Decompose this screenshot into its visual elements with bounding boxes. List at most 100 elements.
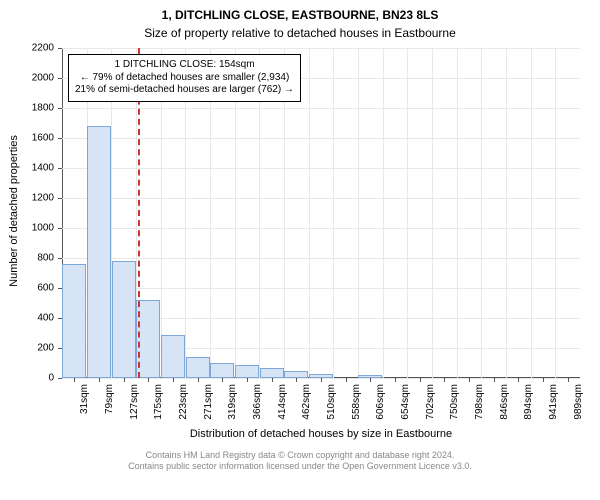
y-tick-label: 1600 bbox=[0, 133, 54, 144]
grid-v bbox=[555, 48, 556, 378]
y-tick-mark bbox=[58, 78, 62, 79]
histogram-bar bbox=[161, 335, 185, 379]
histogram-bar bbox=[62, 264, 86, 378]
grid-v bbox=[309, 48, 310, 378]
footer-line2: Contains public sector information licen… bbox=[128, 461, 472, 471]
y-axis-label: Number of detached properties bbox=[8, 46, 20, 376]
grid-h bbox=[62, 198, 580, 199]
x-tick-label: 846sqm bbox=[499, 384, 510, 424]
x-tick-label: 175sqm bbox=[153, 384, 164, 424]
x-tick-label: 462sqm bbox=[301, 384, 312, 424]
x-tick-mark bbox=[395, 378, 396, 382]
x-tick-mark bbox=[346, 378, 347, 382]
y-tick-label: 0 bbox=[0, 373, 54, 384]
x-tick-mark bbox=[296, 378, 297, 382]
annotation-line: 1 DITCHLING CLOSE: 154sqm bbox=[75, 59, 294, 72]
y-tick-mark bbox=[58, 138, 62, 139]
grid-h bbox=[62, 228, 580, 229]
x-tick-mark bbox=[370, 378, 371, 382]
y-tick-mark bbox=[58, 258, 62, 259]
x-tick-mark bbox=[99, 378, 100, 382]
y-tick-label: 1800 bbox=[0, 103, 54, 114]
y-tick-label: 1400 bbox=[0, 163, 54, 174]
x-tick-mark bbox=[74, 378, 75, 382]
annotation-line: 21% of semi-detached houses are larger (… bbox=[75, 84, 294, 97]
grid-v bbox=[333, 48, 334, 378]
y-tick-mark bbox=[58, 378, 62, 379]
x-tick-mark bbox=[494, 378, 495, 382]
x-tick-label: 366sqm bbox=[252, 384, 263, 424]
histogram-bar bbox=[186, 357, 210, 378]
x-tick-label: 654sqm bbox=[400, 384, 411, 424]
y-tick-label: 800 bbox=[0, 253, 54, 264]
x-tick-label: 414sqm bbox=[277, 384, 288, 424]
grid-h bbox=[62, 108, 580, 109]
x-tick-mark bbox=[420, 378, 421, 382]
y-tick-label: 2000 bbox=[0, 73, 54, 84]
grid-h bbox=[62, 48, 580, 49]
grid-v bbox=[531, 48, 532, 378]
histogram-bar bbox=[260, 368, 284, 379]
y-tick-label: 2200 bbox=[0, 43, 54, 54]
x-tick-label: 319sqm bbox=[227, 384, 238, 424]
x-tick-label: 941sqm bbox=[548, 384, 559, 424]
y-tick-label: 1000 bbox=[0, 223, 54, 234]
chart-container: 1, DITCHLING CLOSE, EASTBOURNE, BN23 8LS… bbox=[0, 0, 600, 500]
x-tick-mark bbox=[247, 378, 248, 382]
y-tick-label: 400 bbox=[0, 313, 54, 324]
x-tick-label: 606sqm bbox=[375, 384, 386, 424]
histogram-bar bbox=[284, 371, 308, 379]
x-tick-label: 558sqm bbox=[351, 384, 362, 424]
footer-line1: Contains HM Land Registry data © Crown c… bbox=[146, 450, 455, 460]
x-tick-label: 223sqm bbox=[178, 384, 189, 424]
grid-v bbox=[457, 48, 458, 378]
grid-h bbox=[62, 288, 580, 289]
chart-title-line1: 1, DITCHLING CLOSE, EASTBOURNE, BN23 8LS bbox=[0, 8, 600, 22]
grid-v bbox=[383, 48, 384, 378]
grid-v bbox=[407, 48, 408, 378]
grid-v bbox=[481, 48, 482, 378]
x-tick-label: 510sqm bbox=[326, 384, 337, 424]
x-tick-mark bbox=[173, 378, 174, 382]
x-tick-label: 750sqm bbox=[449, 384, 460, 424]
x-tick-label: 798sqm bbox=[474, 384, 485, 424]
x-tick-label: 894sqm bbox=[523, 384, 534, 424]
x-tick-mark bbox=[272, 378, 273, 382]
histogram-bar bbox=[136, 300, 160, 378]
x-tick-mark bbox=[222, 378, 223, 382]
y-tick-label: 200 bbox=[0, 343, 54, 354]
y-tick-mark bbox=[58, 48, 62, 49]
y-tick-mark bbox=[58, 108, 62, 109]
grid-v bbox=[506, 48, 507, 378]
chart-title-line2: Size of property relative to detached ho… bbox=[0, 26, 600, 40]
grid-h bbox=[62, 258, 580, 259]
y-tick-label: 600 bbox=[0, 283, 54, 294]
footer-attribution: Contains HM Land Registry data © Crown c… bbox=[0, 450, 600, 473]
x-axis-label: Distribution of detached houses by size … bbox=[62, 428, 580, 440]
annotation-line: ← 79% of detached houses are smaller (2,… bbox=[75, 72, 294, 85]
y-tick-mark bbox=[58, 168, 62, 169]
x-tick-label: 702sqm bbox=[425, 384, 436, 424]
x-tick-mark bbox=[124, 378, 125, 382]
x-tick-label: 989sqm bbox=[573, 384, 584, 424]
x-tick-mark bbox=[444, 378, 445, 382]
grid-v bbox=[432, 48, 433, 378]
x-tick-mark bbox=[148, 378, 149, 382]
x-tick-mark bbox=[518, 378, 519, 382]
annotation-box: 1 DITCHLING CLOSE: 154sqm← 79% of detach… bbox=[68, 54, 301, 102]
y-tick-mark bbox=[58, 228, 62, 229]
y-tick-label: 1200 bbox=[0, 193, 54, 204]
x-tick-label: 127sqm bbox=[129, 384, 140, 424]
histogram-bar bbox=[210, 363, 234, 378]
histogram-bar bbox=[87, 126, 111, 378]
x-tick-mark bbox=[568, 378, 569, 382]
histogram-bar bbox=[112, 261, 136, 378]
x-tick-label: 79sqm bbox=[104, 384, 115, 424]
x-tick-mark bbox=[469, 378, 470, 382]
x-tick-mark bbox=[543, 378, 544, 382]
grid-v bbox=[358, 48, 359, 378]
x-tick-label: 271sqm bbox=[203, 384, 214, 424]
grid-h bbox=[62, 138, 580, 139]
x-tick-mark bbox=[198, 378, 199, 382]
grid-h bbox=[62, 168, 580, 169]
